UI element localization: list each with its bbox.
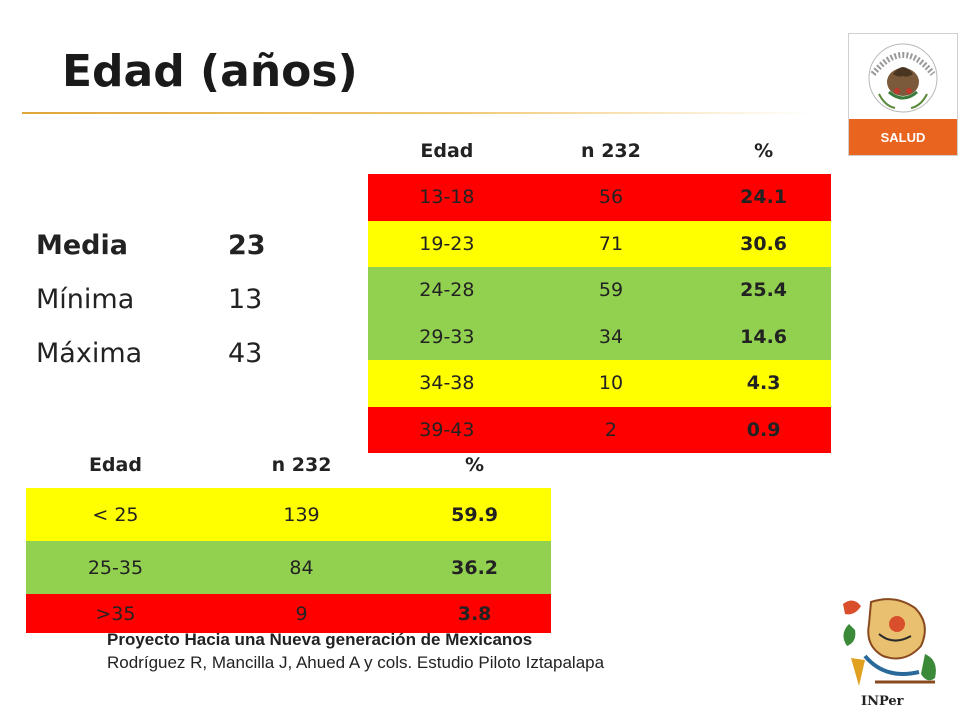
cell-pct: 4.3: [746, 372, 781, 395]
authors-line: Rodríguez R, Mancilla J, Ahued A y cols.…: [107, 653, 605, 672]
table-row: 19-23 71 30.6: [368, 220, 831, 267]
table-header-row: Edad n 232 %: [368, 128, 831, 174]
column-header-n: n 232: [271, 454, 332, 476]
cell-n: 2: [604, 418, 617, 441]
stat-value: 13: [228, 284, 263, 315]
cell-pct: 59.9: [451, 503, 499, 526]
cell-edad: 34-38: [419, 372, 475, 395]
column-header-pct: %: [465, 454, 485, 476]
cell-n: 10: [598, 372, 624, 395]
table-row: 39-43 2 0.9: [368, 406, 831, 453]
cell-n: 139: [283, 503, 320, 526]
cell-pct: 14.6: [740, 325, 788, 348]
cell-n: 9: [295, 602, 308, 625]
inper-label: INPer: [861, 694, 904, 709]
cell-n: 34: [598, 325, 624, 348]
salud-logo: SALUD: [848, 33, 958, 156]
project-name: Proyecto Hacia una Nueva generación de M…: [107, 630, 533, 649]
stat-value: 43: [228, 338, 263, 369]
cell-edad: 29-33: [419, 325, 475, 348]
table-row: 24-28 59 25.4: [368, 267, 831, 314]
column-header-pct: %: [754, 140, 774, 162]
source-citation: Proyecto Hacia una Nueva generación de M…: [107, 630, 604, 673]
stat-label: Máxima: [36, 338, 143, 369]
table-row: 13-18 56 24.1: [368, 174, 831, 221]
table-header-row: Edad n 232 %: [26, 442, 551, 488]
table-row: < 25 139 59.9: [26, 488, 551, 541]
cell-edad: < 25: [92, 503, 139, 526]
cell-edad: >35: [95, 602, 136, 625]
aztec-glyph-icon: [843, 598, 936, 686]
cell-n: 59: [598, 279, 624, 302]
cell-pct: 24.1: [740, 186, 788, 209]
page-title: Edad (años): [62, 46, 358, 97]
age-group-table: Edad n 232 % < 25 139 59.9 25-35 84 36.2…: [26, 442, 551, 633]
cell-pct: 36.2: [451, 556, 499, 579]
cell-pct: 30.6: [740, 232, 788, 255]
table-row: 29-33 34 14.6: [368, 313, 831, 360]
table-row: >35 9 3.8: [26, 594, 551, 633]
cell-edad: 19-23: [419, 232, 475, 255]
title-underline: [22, 112, 812, 114]
cell-n: 84: [289, 556, 314, 579]
stat-label: Mínima: [36, 284, 135, 315]
cell-n: 56: [598, 186, 624, 209]
column-header-edad: Edad: [88, 454, 142, 476]
cell-edad: 25-35: [87, 556, 144, 579]
cell-pct: 25.4: [740, 279, 788, 302]
table-row: 34-38 10 4.3: [368, 360, 831, 407]
cell-edad: 39-43: [419, 418, 475, 441]
inper-logo: INPer: [835, 594, 947, 716]
table-row: 25-35 84 36.2: [26, 541, 551, 594]
column-header-n: n 232: [581, 140, 641, 162]
column-header-edad: Edad: [420, 140, 474, 162]
cell-edad: 13-18: [419, 186, 475, 209]
cell-edad: 24-28: [419, 279, 475, 302]
cell-n: 71: [598, 232, 624, 255]
salud-label: SALUD: [849, 119, 957, 155]
cell-pct: 3.8: [457, 602, 492, 625]
cell-pct: 0.9: [746, 418, 781, 441]
mexican-coat-of-arms-icon: [868, 43, 938, 113]
stat-value: 23: [228, 230, 266, 261]
stat-label: Media: [36, 230, 128, 261]
age-range-table: Edad n 232 % 13-18 56 24.1 19-23 71 30.6…: [368, 128, 831, 453]
